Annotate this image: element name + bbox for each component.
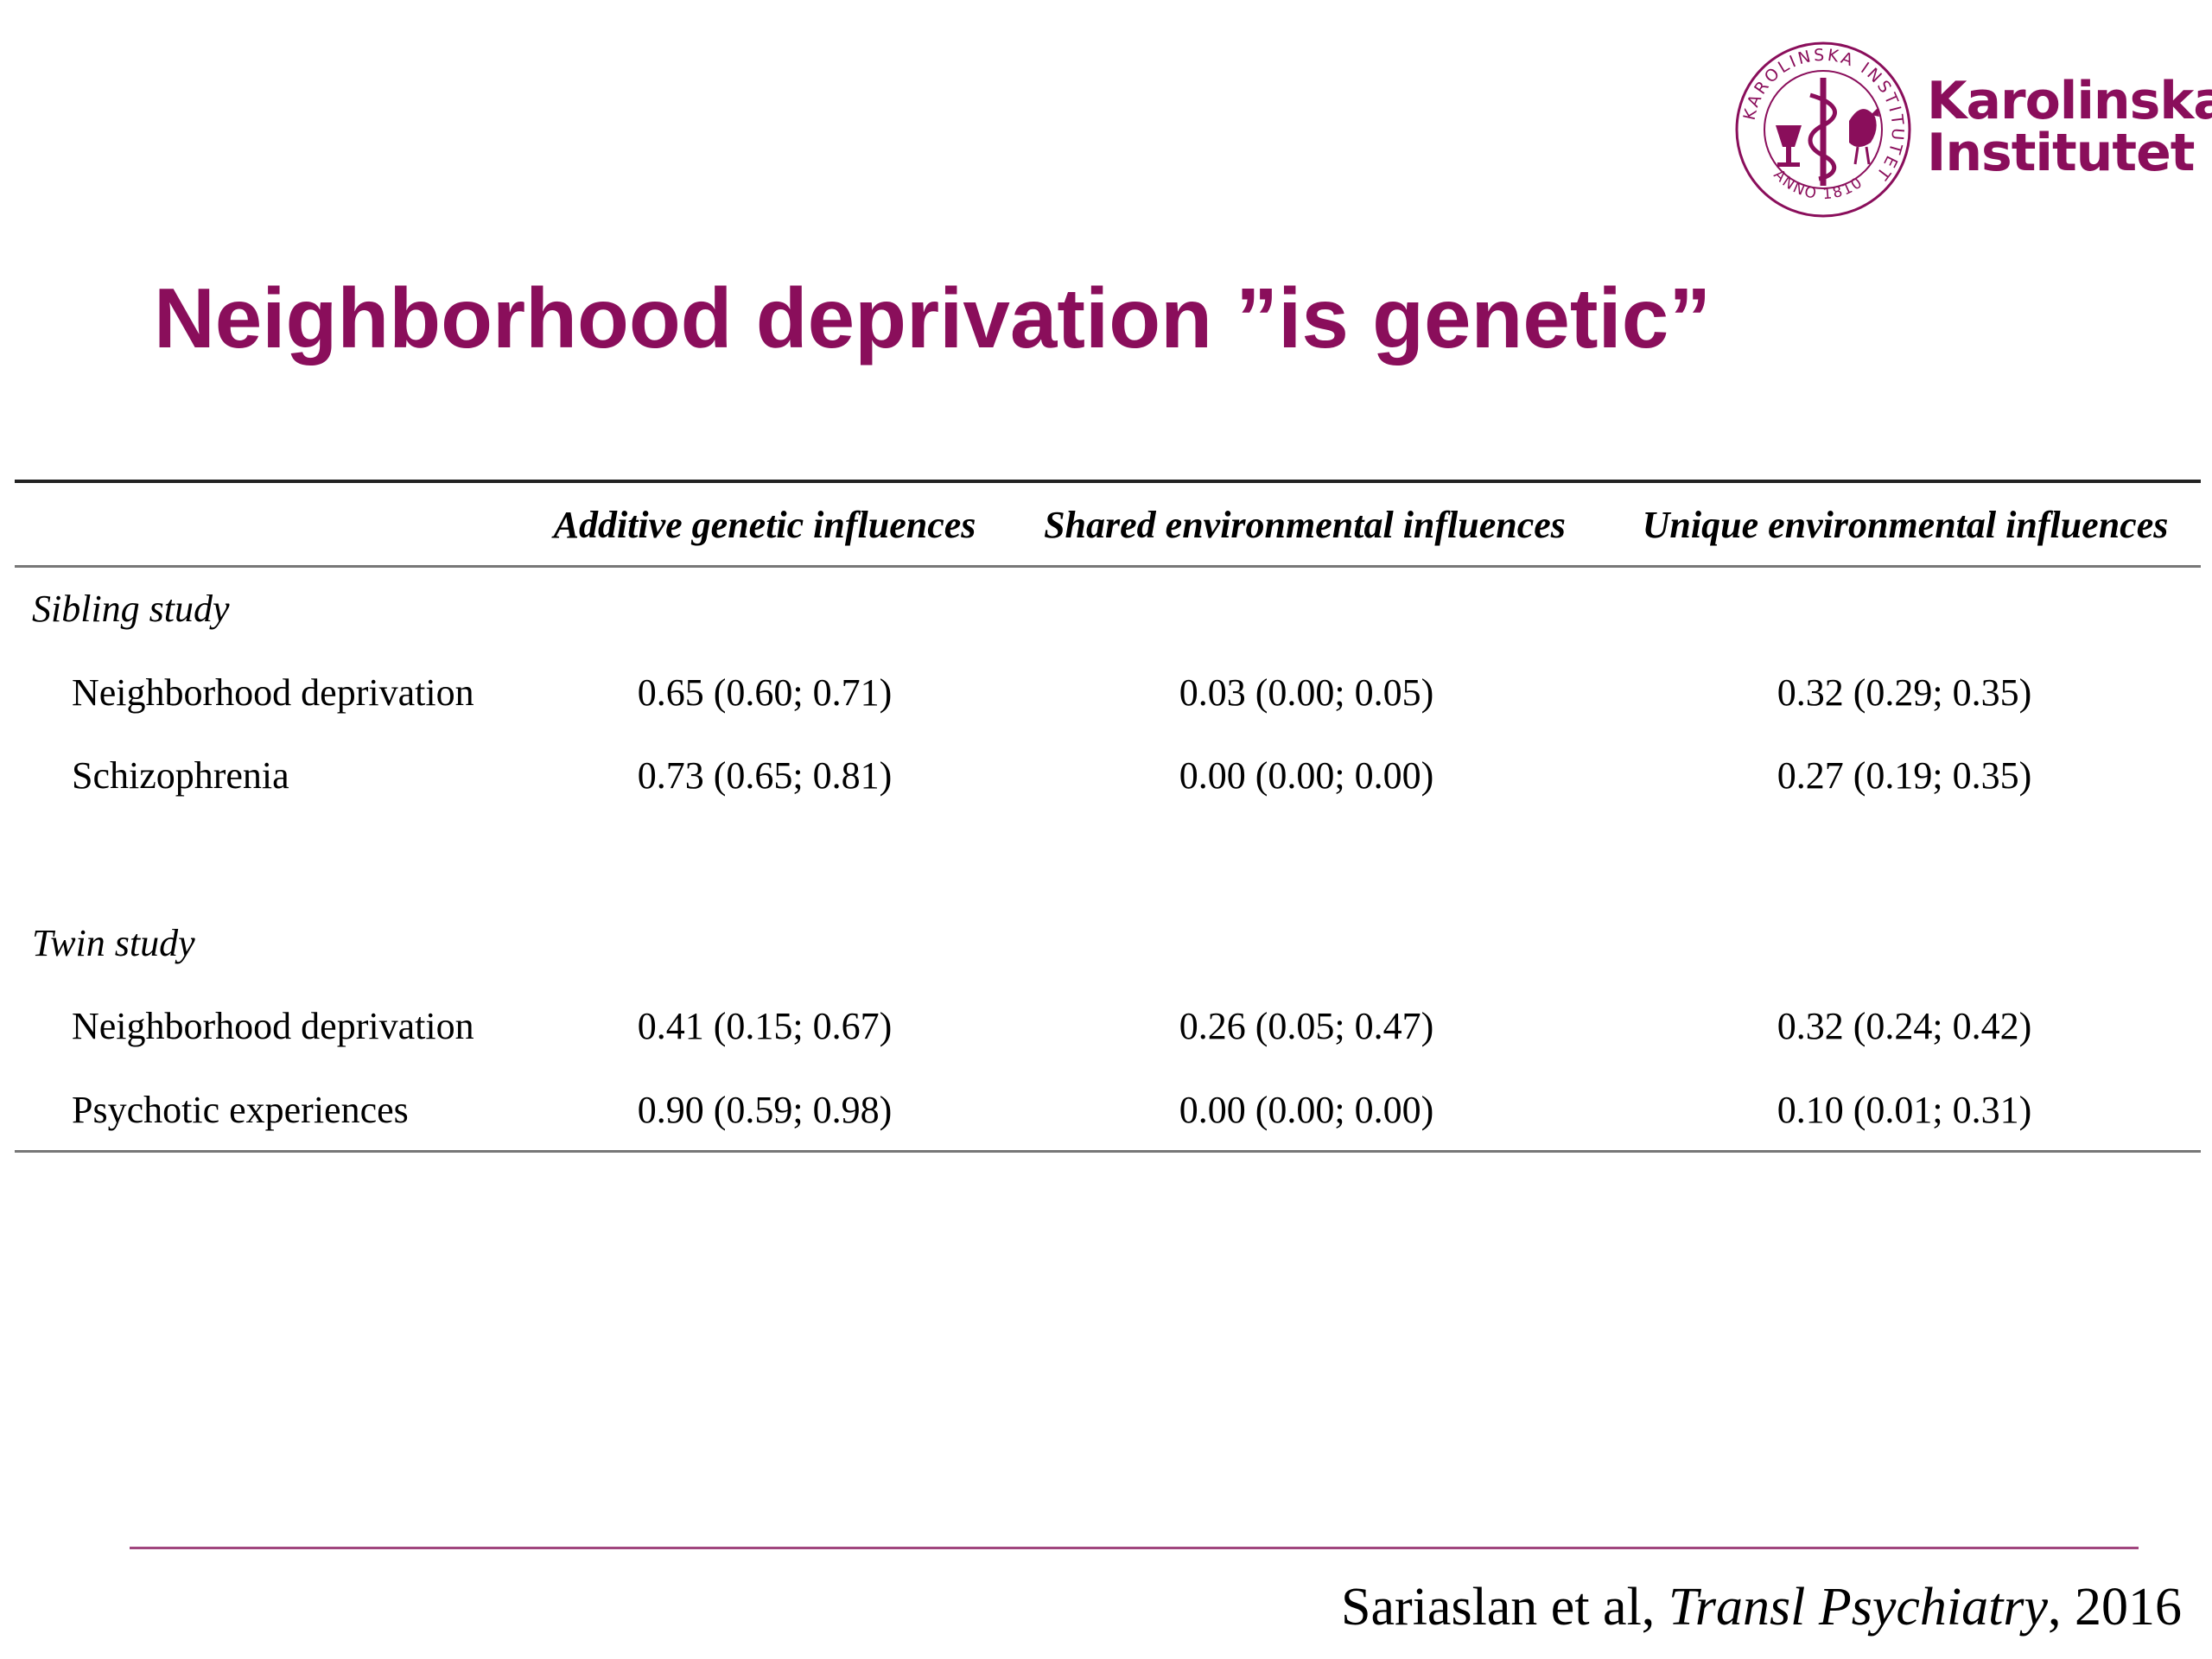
row-label: Psychotic experiences (72, 1089, 409, 1131)
table-cell: 0.00 (0.00; 0.00) (1179, 754, 1434, 797)
column-header-shared: Shared environmental influences (1044, 504, 1566, 546)
table-top-rule (15, 480, 2201, 483)
column-header-additive: Additive genetic influences (553, 504, 976, 546)
table-cell: 0.32 (0.29; 0.35) (1777, 671, 2032, 714)
table-cell: 0.32 (0.24; 0.42) (1777, 1005, 2032, 1047)
logo-name-line1: Karolinska (1927, 71, 2212, 131)
table-cell: 0.27 (0.19; 0.35) (1777, 754, 2032, 797)
logo-wordmark: Karolinska Institutet (1927, 75, 2212, 179)
group-label-twin: Twin study (32, 922, 195, 964)
table-cell: 0.00 (0.00; 0.00) (1179, 1089, 1434, 1131)
logo-name-line2: Institutet (1927, 123, 2195, 183)
row-label: Neighborhood deprivation (72, 671, 474, 714)
table-cell: 0.65 (0.60; 0.71) (637, 671, 893, 714)
table-cell: 0.26 (0.05; 0.47) (1179, 1005, 1434, 1047)
slide-title: Neighborhood deprivation ”is genetic” (154, 270, 1712, 365)
table-footnote-text: All the models adjust for sex and birth … (17, 1225, 676, 1234)
column-header-unique: Unique environmental influences (1642, 504, 2169, 546)
table-cell: 0.41 (0.15; 0.67) (637, 1005, 893, 1047)
citation-authors: Sariaslan et al, (1341, 1578, 1669, 1637)
table-cell: 0.03 (0.00; 0.05) (1179, 671, 1434, 714)
table-cell: 0.10 (0.01; 0.31) (1777, 1089, 2032, 1131)
table-bottom-rule (15, 1150, 2201, 1153)
citation: Sariaslan et al, Transl Psychiatry, 2016 (1341, 1573, 2182, 1642)
table-footnote-cropped: All the models adjust for sex and birth … (17, 1217, 676, 1234)
table-cell: 0.90 (0.59; 0.98) (637, 1089, 893, 1131)
table-cell: 0.73 (0.65; 0.81) (637, 754, 893, 797)
citation-journal: Transl Psychiatry (1668, 1578, 2048, 1637)
footer-rule (130, 1547, 2139, 1549)
citation-year: , 2016 (2048, 1578, 2182, 1637)
svg-text:ANNO 1810: ANNO 1810 (1770, 166, 1866, 203)
row-label: Schizophrenia (72, 754, 289, 797)
group-label-sibling: Sibling study (32, 588, 230, 630)
karolinska-seal-icon: KAROLINSKA INSTITUTET ANNO 1810 (1735, 41, 1911, 218)
karolinska-logo: KAROLINSKA INSTITUTET ANNO 1810 Karolins… (1732, 39, 2212, 225)
table-header-rule (15, 565, 2201, 568)
row-label: Neighborhood deprivation (72, 1005, 474, 1047)
